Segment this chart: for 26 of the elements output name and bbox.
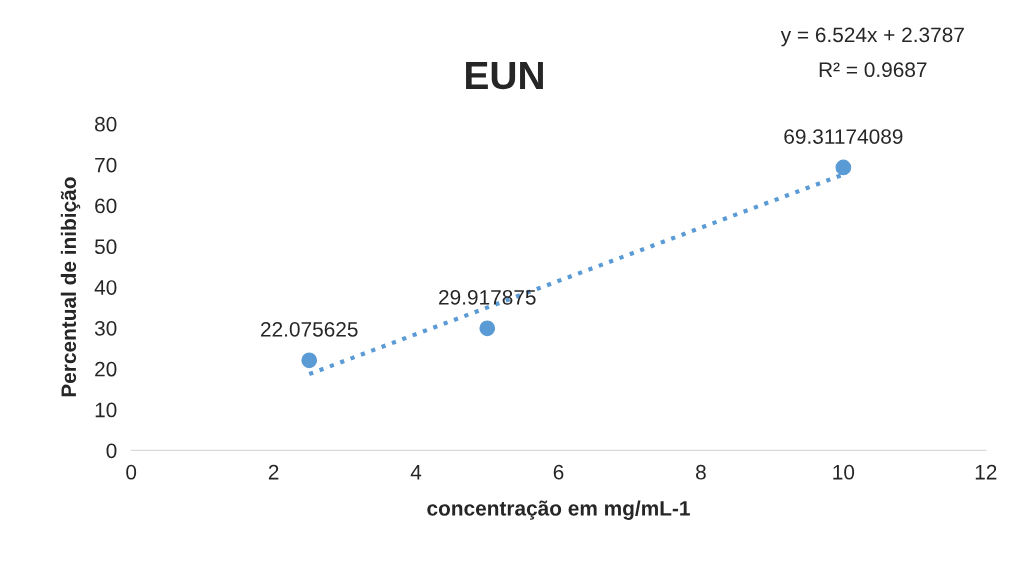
y-tick-label: 20 bbox=[95, 361, 117, 377]
y-tick-label: 70 bbox=[95, 157, 117, 173]
chart-title: EUN bbox=[466, 62, 543, 90]
text: R² = 0.9687 bbox=[819, 62, 927, 78]
x-tick-label: 12 bbox=[975, 464, 997, 480]
text: y = 6.524x + 2.3787 bbox=[780, 27, 964, 47]
y-tick-label: 0 bbox=[106, 443, 117, 459]
y-tick-label: 80 bbox=[95, 116, 117, 132]
x-tick-label: 2 bbox=[268, 464, 279, 480]
y-tick-label: 50 bbox=[94, 239, 117, 255]
y-tick-label: 10 bbox=[95, 402, 117, 418]
x-tick-label: 4 bbox=[410, 465, 422, 480]
x-tick-label: 8 bbox=[696, 464, 706, 480]
point bbox=[479, 320, 496, 337]
data-label: 69.31174089 bbox=[784, 129, 903, 144]
y-tick-label: 30 bbox=[94, 320, 117, 336]
y-tick-label: 60 bbox=[95, 198, 117, 214]
x-tick-label: 10 bbox=[833, 464, 855, 480]
x-axis-title: concentração em mg/mL-1 bbox=[427, 500, 690, 520]
x-tick-label: 0 bbox=[126, 464, 137, 480]
point bbox=[301, 352, 318, 369]
point bbox=[835, 159, 852, 176]
y-tick-label: 40 bbox=[94, 280, 117, 295]
data-label: 22.075625 bbox=[261, 321, 358, 337]
y-axis-title: Percentual de inibição bbox=[60, 177, 81, 397]
x-tick-label: 6 bbox=[553, 464, 564, 480]
